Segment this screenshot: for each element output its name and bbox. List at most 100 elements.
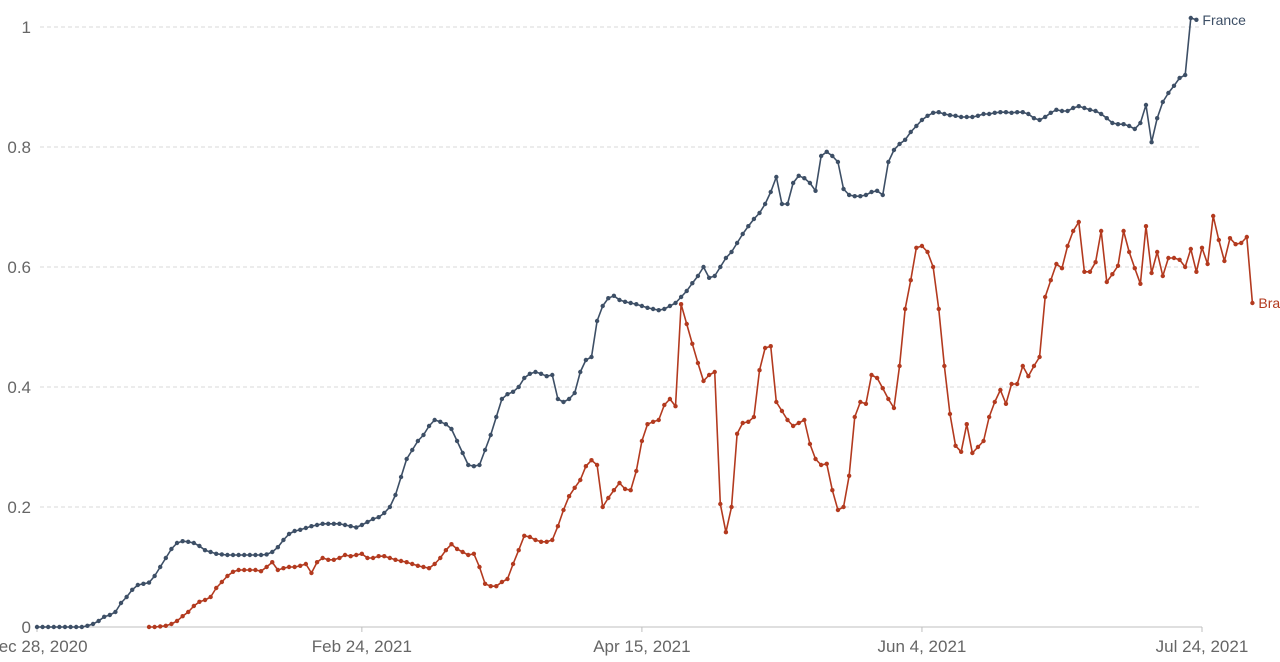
data-point: [415, 438, 421, 444]
data-point: [869, 372, 874, 378]
data-point: [186, 609, 191, 615]
data-point: [589, 458, 594, 463]
data-point: [242, 567, 247, 573]
data-point: [757, 368, 762, 373]
data-point: [471, 551, 477, 556]
data-point: [510, 561, 516, 567]
y-tick-label: 0.6: [7, 258, 31, 277]
data-point: [1166, 90, 1171, 96]
data-point: [494, 584, 499, 589]
data-point: [152, 573, 157, 579]
data-point: [544, 374, 549, 379]
data-point: [678, 302, 684, 307]
data-point: [292, 564, 297, 570]
data-point: [785, 417, 790, 423]
data-point: [1110, 120, 1115, 126]
data-point: [348, 554, 353, 559]
data-point: [706, 372, 712, 378]
data-point: [1126, 123, 1132, 129]
data-point: [146, 580, 152, 585]
data-point: [522, 375, 527, 381]
data-point: [62, 624, 68, 630]
data-point: [40, 624, 45, 630]
x-tick-label: Jun 4, 2021: [878, 637, 967, 656]
data-point: [953, 113, 958, 119]
data-point: [964, 114, 969, 120]
data-point: [505, 392, 510, 397]
data-point: [1216, 237, 1222, 243]
data-point: [824, 461, 829, 466]
data-point: [1149, 140, 1154, 145]
data-point: [852, 414, 857, 420]
data-point: [1222, 258, 1227, 264]
data-point: [695, 360, 701, 366]
data-point: [1143, 102, 1149, 108]
data-point: [1093, 108, 1098, 114]
data-point: [1115, 263, 1121, 268]
data-point: [180, 614, 185, 619]
data-point: [180, 539, 185, 544]
data-point: [695, 273, 701, 279]
data-point: [404, 456, 409, 462]
gridlines: [40, 26, 1202, 508]
data-point: [1244, 234, 1250, 240]
data-point: [1160, 273, 1165, 279]
data-point: [225, 552, 230, 558]
data-point: [152, 624, 157, 630]
data-point: [432, 417, 437, 423]
data-point: [191, 603, 197, 609]
data-point: [1104, 279, 1109, 285]
data-point: [454, 546, 460, 552]
data-point: [1098, 228, 1104, 234]
data-point: [348, 524, 353, 529]
data-point: [667, 303, 673, 309]
data-point: [1149, 270, 1154, 276]
data-point: [85, 623, 90, 628]
data-point: [936, 306, 941, 312]
data-point: [958, 114, 964, 120]
data-point: [1031, 363, 1037, 369]
data-point: [740, 231, 745, 237]
data-point: [320, 521, 325, 526]
data-point: [790, 423, 796, 429]
data-point: [264, 552, 269, 557]
data-point: [734, 240, 740, 246]
data-point: [499, 579, 505, 585]
data-point: [281, 537, 286, 543]
data-point: [538, 539, 544, 544]
data-point: [751, 216, 757, 222]
x-tick-label: Feb 24, 2021: [312, 637, 412, 656]
data-point: [768, 344, 773, 349]
data-point: [314, 560, 320, 565]
data-point: [74, 624, 79, 630]
data-point: [158, 564, 163, 570]
data-point: [1121, 228, 1126, 234]
data-point: [634, 302, 639, 307]
data-point: [130, 587, 135, 592]
data-point: [684, 288, 689, 294]
data-point: [656, 308, 661, 313]
data-point: [762, 345, 768, 351]
data-point: [555, 396, 561, 402]
data-point: [639, 303, 645, 309]
data-point: [337, 521, 342, 526]
data-point: [46, 624, 51, 630]
data-point: [197, 543, 202, 549]
data-point: [186, 539, 191, 544]
data-point: [925, 113, 930, 119]
data-point: [678, 294, 684, 300]
series-label: Brazil: [1258, 295, 1280, 311]
data-point: [410, 447, 415, 453]
data-point: [594, 462, 600, 468]
data-point: [354, 525, 359, 530]
data-point: [1082, 269, 1087, 274]
data-point: [533, 537, 538, 543]
data-point: [286, 564, 292, 570]
data-point: [1054, 107, 1059, 113]
series-brazil: [146, 213, 1255, 630]
data-point: [1250, 300, 1255, 306]
data-point: [902, 137, 908, 142]
data-point: [354, 552, 359, 558]
data-point: [141, 581, 146, 586]
series-label: France: [1202, 12, 1246, 28]
